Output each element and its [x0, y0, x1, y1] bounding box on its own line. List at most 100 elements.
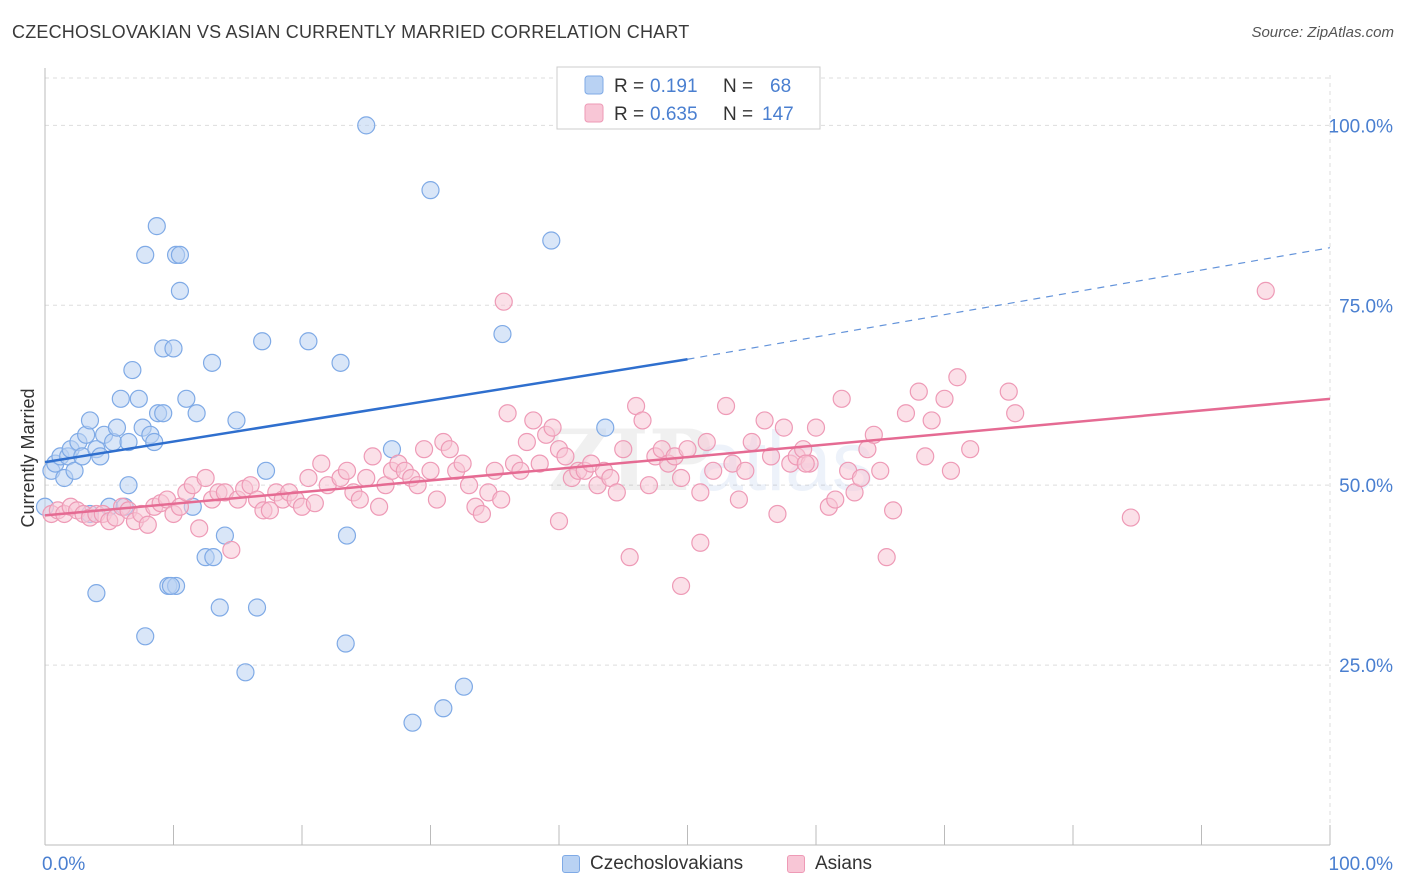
point-asians [948, 368, 967, 387]
point-asians [196, 468, 215, 488]
point-asians [691, 483, 710, 502]
point-asians [607, 483, 626, 502]
stats-r-label-1: R = [614, 76, 644, 97]
point-asians [299, 468, 318, 488]
axes [44, 68, 1331, 846]
point-asians [138, 515, 157, 534]
point-asians [492, 490, 511, 509]
point-asians [1256, 281, 1275, 300]
point-asians [704, 461, 723, 480]
stats-n-value-2: 147 [762, 104, 794, 125]
stats-r-value-2: 0.635 [650, 104, 698, 125]
point-czechoslovakians [493, 324, 512, 344]
point-czechoslovakians [253, 332, 272, 351]
y-tick-label: 25.0% [1339, 656, 1393, 677]
point-asians [806, 418, 826, 437]
trendline-czechoslovakians [44, 358, 688, 464]
stats-legend: R = 0.191 N = 68 R = 0.635 N = 147 [556, 66, 821, 130]
point-asians [524, 411, 543, 430]
point-asians [909, 382, 928, 401]
point-czechoslovakians [65, 461, 84, 480]
legend-label-czechoslovakians: Czechoslovakians [590, 853, 744, 874]
point-asians [691, 533, 710, 552]
stats-r-label-2: R = [614, 104, 644, 125]
point-asians [742, 432, 761, 452]
point-asians [1006, 404, 1025, 423]
point-asians [498, 404, 517, 423]
point-asians [494, 292, 513, 311]
point-asians [768, 504, 787, 524]
point-asians [440, 440, 459, 459]
series-czechoslovakians-points [35, 116, 615, 732]
point-czechoslovakians [87, 584, 106, 603]
stats-swatch-blue [584, 75, 604, 95]
point-asians [916, 447, 935, 466]
point-asians [851, 468, 871, 488]
point-asians [922, 411, 941, 430]
point-czechoslovakians [111, 389, 130, 408]
point-czechoslovakians [170, 245, 190, 265]
point-czechoslovakians [107, 418, 127, 437]
point-czechoslovakians [357, 116, 376, 135]
point-asians [639, 476, 659, 495]
point-czechoslovakians [187, 404, 206, 423]
point-asians [729, 490, 749, 509]
point-asians [941, 461, 961, 480]
x-tick-label: 100.0% [1329, 854, 1394, 875]
point-asians [517, 432, 536, 452]
tick-labels: 25.0% 50.0% 75.0% 100.0% 0.0% 100.0% [42, 116, 1393, 875]
series-asians-points [42, 281, 1275, 596]
point-czechoslovakians [247, 598, 267, 617]
trendline-asians [44, 397, 1331, 517]
point-czechoslovakians [145, 432, 164, 452]
point-asians [485, 461, 504, 480]
y-axis-label: Currently Married [18, 388, 38, 527]
point-czechoslovakians [154, 404, 173, 423]
x-tick-label: 0.0% [42, 854, 85, 875]
watermark-zip: ZIP [548, 411, 712, 510]
stats-r-value-1: 0.191 [650, 76, 698, 97]
point-asians [190, 519, 209, 538]
point-czechoslovakians [236, 663, 255, 682]
point-czechoslovakians [170, 281, 190, 300]
chart-title: CZECHOSLOVAKIAN VS ASIAN CURRENTLY MARRI… [12, 22, 690, 42]
point-czechoslovakians [421, 181, 440, 200]
point-czechoslovakians [403, 713, 422, 732]
point-asians [736, 461, 755, 480]
point-asians [260, 501, 279, 520]
series-legend: Czechoslovakians Asians [0, 851, 1406, 877]
point-czechoslovakians [177, 389, 196, 408]
point-czechoslovakians [147, 217, 166, 236]
point-czechoslovakians [331, 353, 350, 372]
point-asians [357, 468, 376, 488]
point-asians [421, 461, 440, 480]
point-czechoslovakians [542, 231, 561, 250]
point-czechoslovakians [336, 634, 355, 653]
point-czechoslovakians [227, 411, 246, 430]
point-asians [678, 440, 697, 459]
point-asians [877, 548, 896, 567]
point-asians [370, 497, 389, 516]
point-asians [871, 461, 890, 480]
legend-label-asians: Asians [815, 853, 873, 874]
point-czechoslovakians [454, 677, 474, 696]
trendlines [44, 247, 1331, 517]
point-asians [999, 382, 1018, 401]
point-czechoslovakians [164, 339, 183, 358]
point-czechoslovakians [161, 576, 181, 596]
stats-swatch-pink [584, 103, 604, 123]
point-asians [543, 418, 562, 437]
point-asians [961, 440, 980, 459]
point-asians [826, 490, 845, 509]
y-tick-label: 75.0% [1339, 296, 1393, 317]
point-czechoslovakians [204, 548, 223, 567]
legend-item-asians: Asians [787, 851, 872, 877]
point-asians [671, 576, 691, 596]
point-asians [697, 432, 716, 452]
point-asians [614, 440, 633, 459]
point-asians [414, 440, 434, 459]
point-asians [459, 476, 479, 495]
point-asians [774, 418, 793, 437]
point-czechoslovakians [596, 418, 615, 437]
